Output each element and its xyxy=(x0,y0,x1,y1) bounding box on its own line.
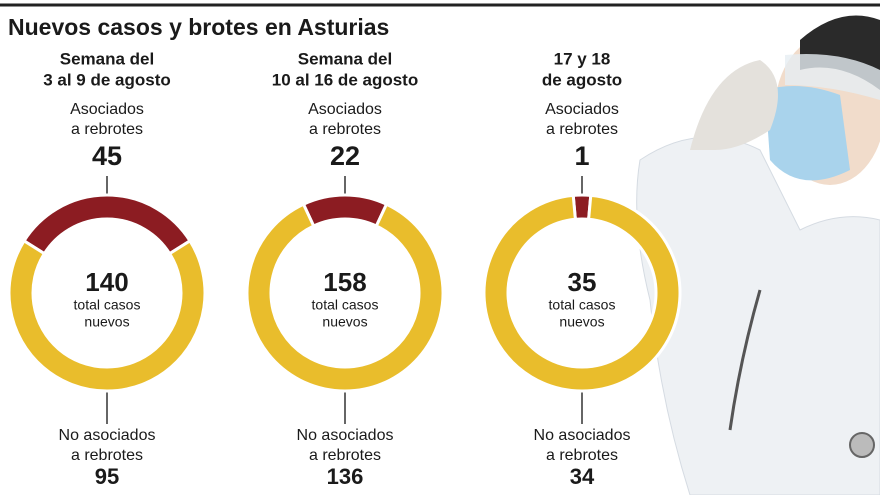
category-label: a rebrotes xyxy=(71,447,143,464)
chart-title: de agosto xyxy=(542,70,622,89)
donut-segment xyxy=(482,193,682,393)
total-label: nuevos xyxy=(559,314,604,330)
value-label: 95 xyxy=(95,464,119,489)
category-label: a rebrotes xyxy=(546,447,618,464)
total-value: 35 xyxy=(568,267,597,297)
value-label: 22 xyxy=(330,141,360,171)
category-label: Asociados xyxy=(545,101,619,118)
donut-segment xyxy=(245,202,445,393)
photo xyxy=(636,15,880,495)
category-label: a rebrotes xyxy=(71,121,143,138)
donut-segment xyxy=(7,238,207,393)
value-label: 1 xyxy=(574,141,589,171)
total-label: nuevos xyxy=(84,314,129,330)
total-label: total casos xyxy=(549,297,616,313)
value-label: 45 xyxy=(92,141,122,171)
category-label: a rebrotes xyxy=(309,447,381,464)
chart-title: 17 y 18 xyxy=(554,49,611,68)
value-label: 34 xyxy=(570,464,595,489)
category-label: No asociados xyxy=(59,427,156,444)
category-label: Asociados xyxy=(70,101,144,118)
category-label: No asociados xyxy=(534,427,631,444)
total-value: 158 xyxy=(323,267,366,297)
category-label: a rebrotes xyxy=(546,121,618,138)
category-label: a rebrotes xyxy=(309,121,381,138)
chart-title: 10 al 16 de agosto xyxy=(272,70,418,89)
total-label: total casos xyxy=(74,297,141,313)
category-label: No asociados xyxy=(297,427,394,444)
chart-title: 3 al 9 de agosto xyxy=(43,70,171,89)
chart-title: Semana del xyxy=(60,49,155,68)
total-value: 140 xyxy=(85,267,128,297)
main-title: Nuevos casos y brotes en Asturias xyxy=(8,14,389,40)
total-label: total casos xyxy=(312,297,379,313)
value-label: 136 xyxy=(327,464,364,489)
total-label: nuevos xyxy=(322,314,367,330)
chart-title: Semana del xyxy=(298,49,393,68)
category-label: Asociados xyxy=(308,101,382,118)
